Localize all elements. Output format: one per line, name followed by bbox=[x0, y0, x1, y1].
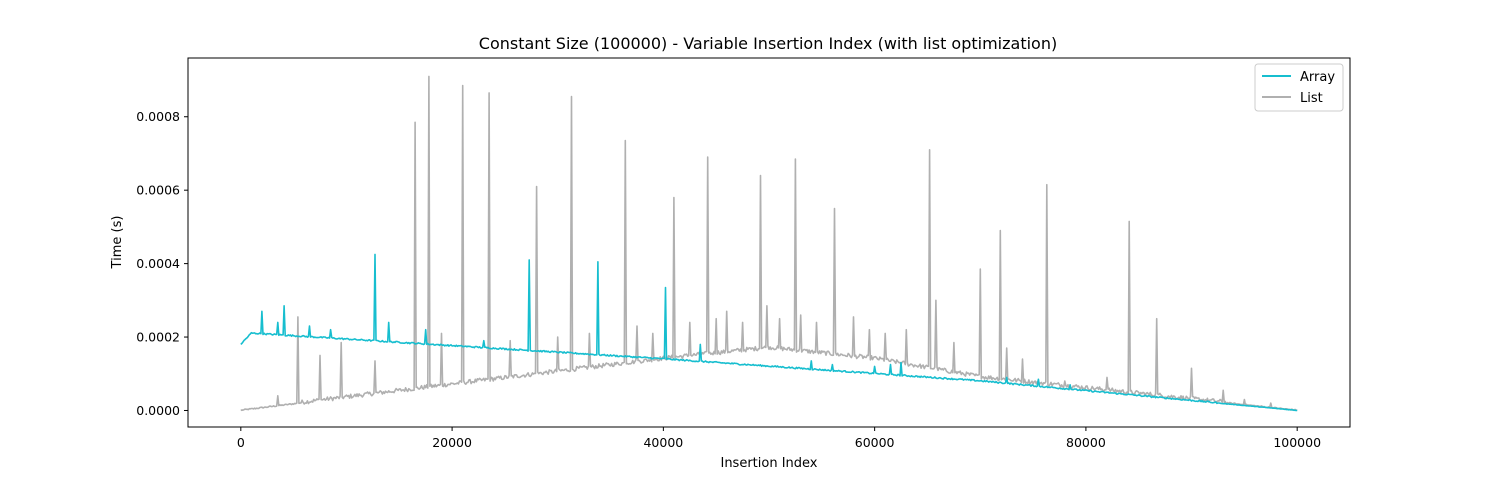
y-tick-label: 0.0002 bbox=[136, 330, 180, 345]
x-tick-label: 100000 bbox=[1273, 435, 1321, 450]
series-layer bbox=[240, 75, 1298, 412]
y-tick-label: 0.0000 bbox=[136, 403, 180, 418]
x-tick-label: 80000 bbox=[1066, 435, 1106, 450]
series-line-list bbox=[240, 75, 1298, 412]
legend-label-list: List bbox=[1300, 91, 1323, 106]
y-axis-label: Time (s) bbox=[110, 216, 125, 270]
x-tick-label: 40000 bbox=[643, 435, 683, 450]
plot-frame bbox=[187, 57, 1351, 428]
legend-label-array: Array bbox=[1300, 70, 1335, 85]
x-tick-label: 0 bbox=[237, 435, 245, 450]
y-tick-label: 0.0006 bbox=[136, 183, 180, 198]
x-axis: 0 20000 40000 60000 80000 100000 bbox=[237, 427, 1321, 450]
y-axis: 0.0000 0.0002 0.0004 0.0006 0.0008 bbox=[136, 109, 188, 418]
chart-title: Constant Size (100000) - Variable Insert… bbox=[479, 34, 1057, 53]
y-tick-label: 0.0004 bbox=[136, 256, 180, 271]
series-line-array bbox=[240, 253, 1298, 412]
x-tick-label: 20000 bbox=[432, 435, 472, 450]
y-tick-label: 0.0008 bbox=[136, 109, 180, 124]
legend: Array List bbox=[1254, 63, 1344, 112]
x-axis-label: Insertion Index bbox=[720, 456, 817, 471]
x-tick-label: 60000 bbox=[855, 435, 895, 450]
